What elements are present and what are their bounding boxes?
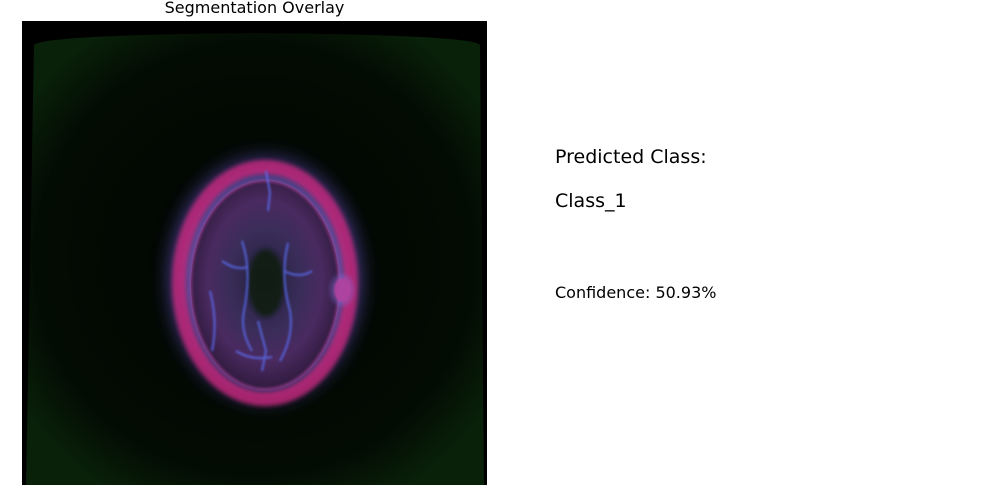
panel-title: Segmentation Overlay bbox=[164, 0, 345, 17]
predicted-class-heading: Predicted Class: bbox=[555, 146, 707, 168]
brain-scan-graphic bbox=[22, 21, 487, 485]
confidence-text: Confidence: 50.93% bbox=[555, 283, 717, 302]
predicted-class-value: Class_1 bbox=[555, 190, 627, 212]
segmentation-overlay-image bbox=[22, 21, 487, 485]
